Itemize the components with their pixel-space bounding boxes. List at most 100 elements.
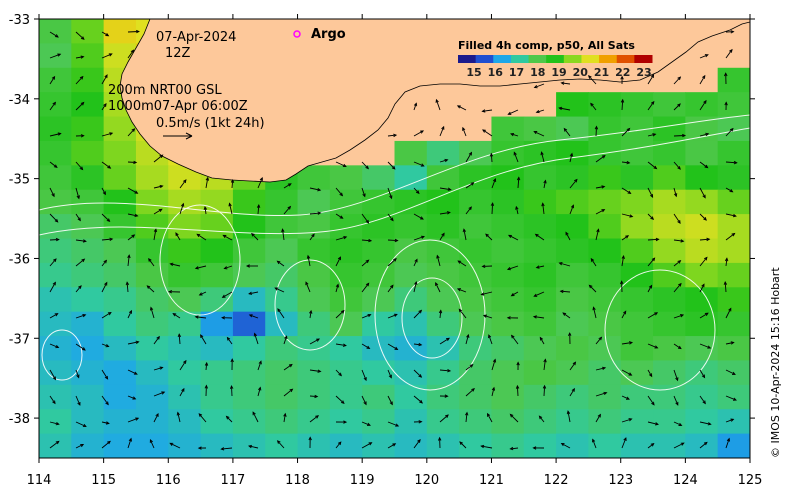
current-arrow [127,437,132,449]
sst-cell [491,409,525,435]
sst-cell [588,214,622,240]
current-arrow [335,441,342,449]
current-arrow [543,358,547,371]
sst-cell [717,311,750,337]
sst-cell [265,360,299,386]
current-arrow [647,343,659,349]
sst-cell [362,409,396,435]
current-arrow [101,440,111,449]
current-arrow [413,130,425,137]
sst-cell [394,409,428,435]
sst-cell [685,92,719,118]
current-arrow [413,161,425,167]
sst-cell [620,336,654,362]
current-arrow [438,309,443,319]
sst-cell [39,360,72,386]
lon-tick-label: 121 [479,473,504,488]
sst-cell [426,238,460,264]
current-arrow [699,283,705,293]
current-arrow [413,235,425,241]
sst-cell [135,433,169,458]
current-arrow [673,187,678,198]
current-arrow [456,288,467,293]
current-arrow [439,337,450,345]
colorbar-swatch [493,55,512,63]
current-arrow [509,413,519,423]
current-arrow [101,213,111,223]
current-arrow [439,158,449,163]
current-arrow [621,160,631,165]
current-arrow [699,256,708,267]
current-arrow [673,161,681,170]
sst-cell [39,214,72,240]
current-arrow [256,203,261,215]
current-arrow [252,411,259,423]
sst-cell [135,336,169,362]
current-arrow [620,75,624,85]
sst-cell [232,409,266,435]
sst-cell [685,336,719,362]
argo-float-icon [293,30,301,38]
current-arrow [647,161,658,170]
current-arrow [725,160,738,165]
current-arrow [361,161,370,170]
sst-cell [685,214,719,240]
current-arrow [335,256,341,267]
current-arrow [153,154,164,163]
sst-cell [103,165,137,191]
sst-cell [168,262,202,288]
time-label: 12Z [165,46,191,61]
sst-cell [394,262,428,288]
current-arrow [49,369,57,381]
sst-cell [168,311,202,337]
lat-tick-label: -38 [9,412,30,427]
current-arrow [75,258,86,267]
current-arrow [75,213,81,222]
sst-cell [717,409,750,435]
sst-cell [426,409,460,435]
colorbar-swatch [528,55,547,63]
current-arrow [149,438,155,449]
eddy-contour-west [274,259,346,351]
current-arrow [387,213,394,222]
current-arrow [196,233,207,241]
eddy-contour-sw [41,329,83,381]
sst-cell [103,189,137,215]
current-arrow [482,129,493,137]
current-arrow [101,161,112,169]
current-arrow [127,213,139,218]
sst-cell [71,19,105,44]
sst-cell [39,67,72,93]
sst-cell [394,140,428,166]
sst-cell [39,384,72,410]
argo-label: Argo [311,27,346,42]
lat-tick-label: -37 [9,332,30,347]
sst-cell [297,311,331,337]
sst-cell [103,262,137,288]
sst-cell [653,238,686,264]
sst-cell [717,336,750,362]
current-arrow [308,436,312,449]
current-arrow [699,161,709,169]
current-arrow [699,132,710,137]
sst-cell [297,433,331,458]
current-arrow [149,306,155,319]
current-arrow [309,394,319,399]
current-arrow [283,388,294,397]
current-arrow [49,31,59,38]
lon-tick-label: 120 [414,473,439,488]
sst-cell [394,311,428,337]
sst-cell [491,140,525,166]
current-arrow [559,289,571,294]
current-arrow [309,415,320,423]
current-arrow [673,103,681,111]
sst-cell [200,238,234,264]
sst-cell [297,409,331,435]
sst-cell [491,238,525,264]
current-arrow [49,343,60,349]
colorbar-ticks: 15 16 17 18 19 20 21 22 23 [466,66,651,79]
sst-cell [168,238,202,264]
current-arrow [387,343,399,351]
current-arrow [567,332,572,345]
sst-cell [329,238,363,264]
